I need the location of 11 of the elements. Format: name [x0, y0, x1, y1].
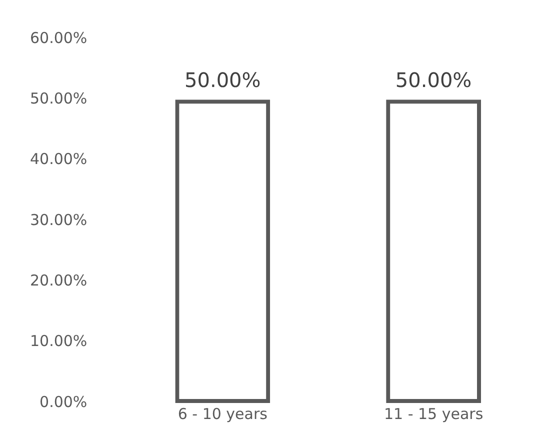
y-tick-label: 30.00% — [30, 210, 88, 229]
y-tick-label: 40.00% — [30, 150, 88, 168]
y-tick-label: 60.00% — [30, 28, 88, 47]
x-tick-label: 6 - 10 years — [178, 404, 268, 423]
y-tick-label: 10.00% — [30, 332, 88, 350]
y-tick-label: 50.00% — [30, 90, 88, 108]
data-label: 50.00% — [184, 68, 261, 92]
y-tick-label: 0.00% — [40, 392, 88, 411]
x-tick-label: 11 - 15 years — [384, 404, 484, 423]
y-tick-label: 20.00% — [30, 272, 88, 290]
data-label: 50.00% — [395, 68, 472, 92]
